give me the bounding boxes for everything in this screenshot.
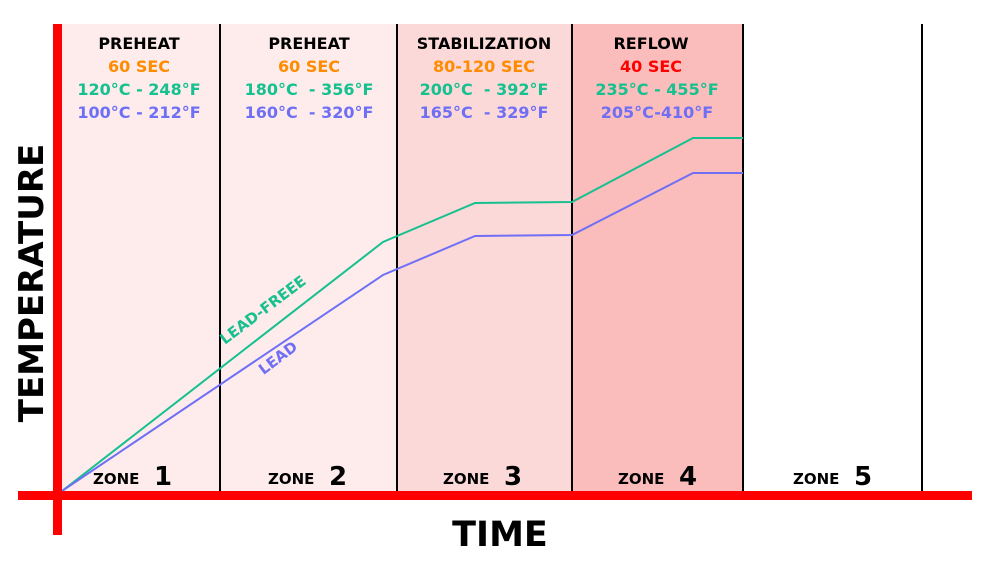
zone-5-number: 5: [854, 462, 872, 492]
zone-2-lead-temp: 160°C - 320°F: [245, 103, 374, 122]
zone-4-lead-temp: 205°C-410°F: [601, 103, 713, 122]
zone-4-word: ZONE: [618, 470, 664, 488]
zone-5-word: ZONE: [793, 470, 839, 488]
y-axis: [53, 24, 62, 535]
zone-4-duration: 40 SEC: [620, 57, 682, 76]
zone-3-number: 3: [504, 462, 522, 492]
zone-2-word: ZONE: [268, 470, 314, 488]
zone-1-word: ZONE: [93, 470, 139, 488]
zone-3-lead-temp: 165°C - 329°F: [420, 103, 549, 122]
zone-2-number: 2: [329, 462, 347, 492]
lead-curve: [61, 172, 743, 492]
zone-4-number: 4: [679, 462, 697, 492]
y-axis-label: TEMPERATURE: [12, 144, 52, 422]
x-axis-label: TIME: [452, 515, 548, 555]
zone-1-number: 1: [154, 462, 172, 492]
zone-1-lead-temp: 100°C - 212°F: [77, 103, 200, 122]
zone-2-duration: 60 SEC: [278, 57, 340, 76]
zone-3-lead-free-temp: 200°C - 392°F: [420, 80, 549, 99]
zone-1-lead-free-temp: 120°C - 248°F: [77, 80, 200, 99]
zone-4-lead-free-temp: 235°C - 455°F: [595, 80, 718, 99]
zone-4-background: [572, 24, 743, 491]
x-axis: [18, 491, 972, 500]
zone-3-word: ZONE: [443, 470, 489, 488]
zone-4-title: REFLOW: [613, 34, 688, 53]
zone-3-duration: 80-120 SEC: [433, 57, 535, 76]
zone-3-title: STABILIZATION: [417, 34, 551, 53]
zone-1-duration: 60 SEC: [108, 57, 170, 76]
zone-2-background: [220, 24, 397, 491]
zone-2-title: PREHEAT: [268, 34, 349, 53]
zone-1-background: [62, 24, 220, 491]
zone-2-lead-free-temp: 180°C - 356°F: [245, 80, 374, 99]
zone-dividers: [219, 24, 923, 491]
zone-1-title: PREHEAT: [98, 34, 179, 53]
lead-free-curve: [61, 137, 743, 492]
